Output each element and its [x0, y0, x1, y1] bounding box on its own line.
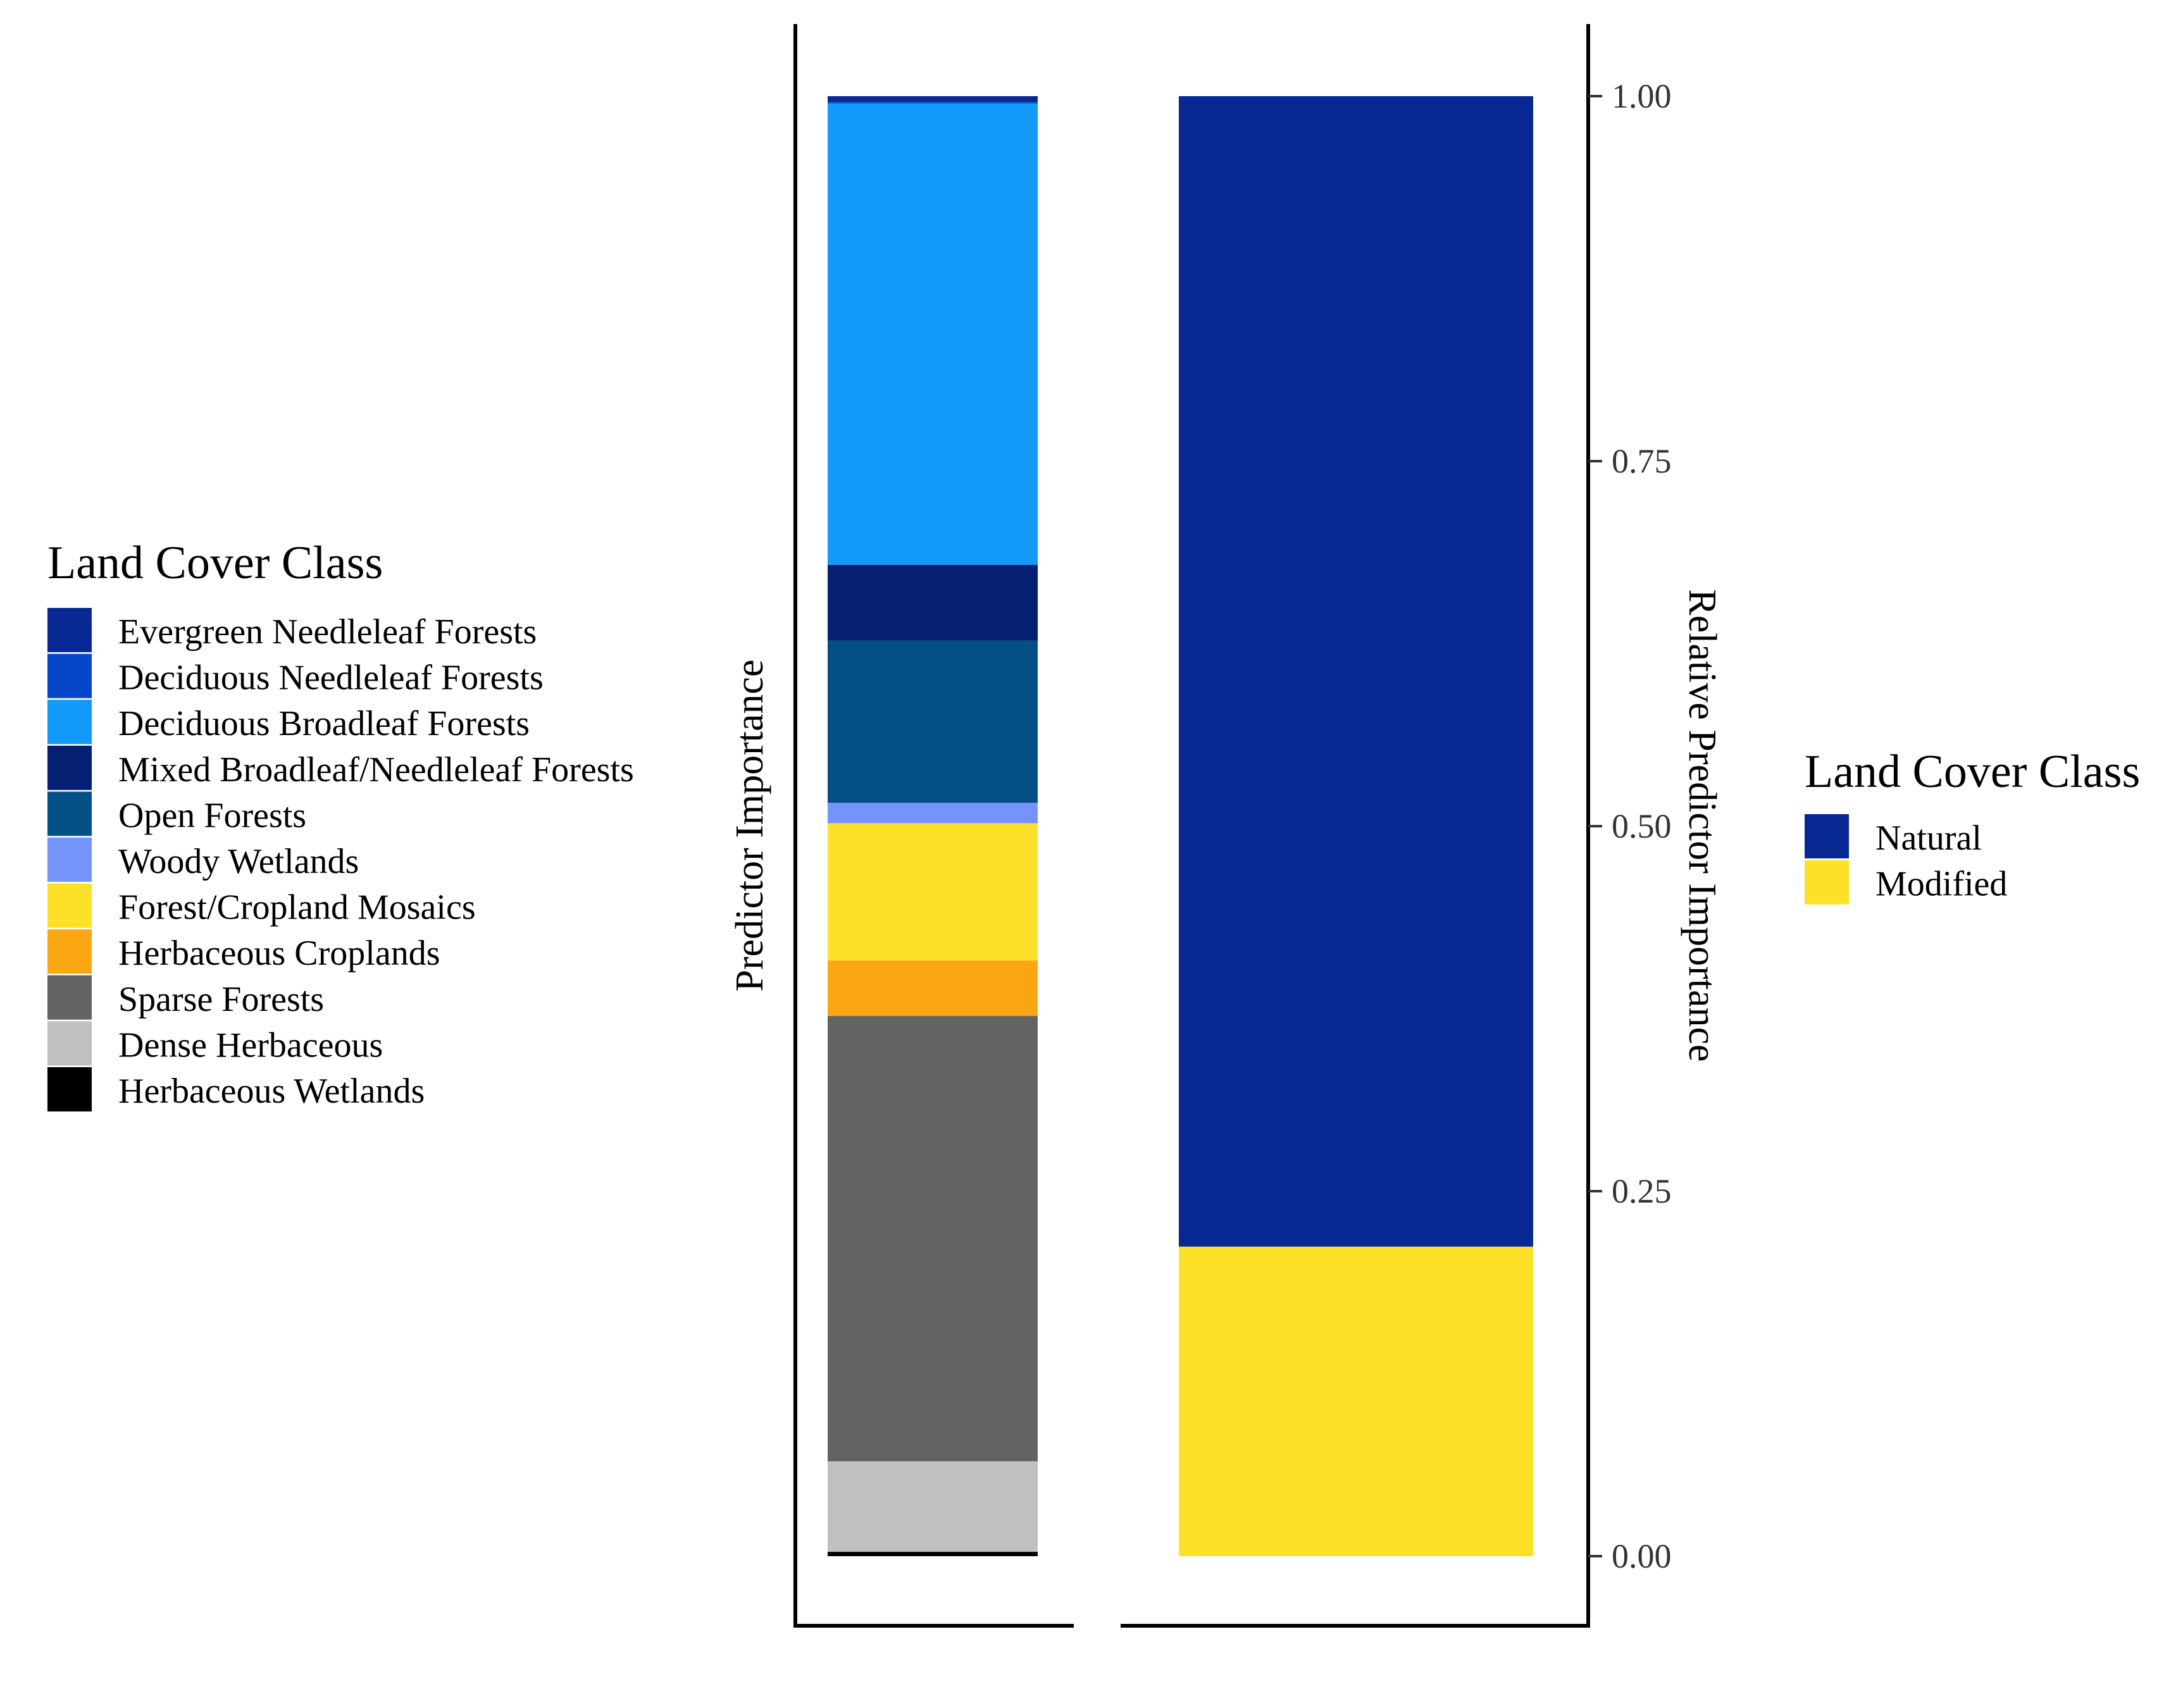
bar-segment-evergreen-needleleaf-forests: [828, 96, 1038, 102]
legend-swatch: [47, 745, 92, 790]
bar-segment-herbaceous-croplands: [828, 960, 1038, 1017]
right-axis-title: Relative Predictor Importance: [1681, 589, 1724, 1061]
legend-label: Herbaceous Wetlands: [118, 1072, 425, 1111]
natural-modified-bar: [1179, 96, 1533, 1556]
legend-label: Deciduous Broadleaf Forests: [118, 704, 530, 743]
y-tick-label: 0.00: [1612, 1537, 1672, 1575]
legend-swatch: [47, 608, 92, 652]
y-tick-label: 0.50: [1612, 807, 1672, 845]
bar-segment-forest-cropland-mosaics: [828, 823, 1038, 961]
legend-swatch: [47, 883, 92, 928]
legend-right-title: Land Cover Class: [1805, 746, 2140, 798]
y-tick-label: 0.75: [1612, 442, 1672, 480]
legend-swatch: [47, 929, 92, 974]
bar-segment-modified: [1179, 1246, 1533, 1556]
bar-segment-deciduous-needleleaf-forests: [828, 102, 1038, 104]
y-tick-label: 1.00: [1612, 77, 1672, 115]
legend-left-title: Land Cover Class: [47, 537, 383, 589]
y-axis-ticks: 0.00 0.25 0.50 0.75 1.00: [1588, 77, 1672, 1575]
legend-swatch: [1805, 860, 1849, 905]
legend-label: Modified: [1875, 865, 2007, 904]
bar-segment-herbaceous-wetlands: [828, 1552, 1038, 1556]
left-axis-title: Predictor Importance: [728, 659, 771, 991]
bar-segment-mixed-broadleaf-needleleaf-forests: [828, 564, 1038, 641]
legend-swatch: [47, 791, 92, 836]
bar-segment-dense-herbaceous: [828, 1461, 1038, 1552]
bars: [828, 96, 1533, 1556]
legend-swatch: [47, 838, 92, 882]
legend-left: Land Cover Class Evergreen Needleleaf Fo…: [47, 537, 634, 1111]
legend-label: Woody Wetlands: [118, 842, 359, 881]
bar-segment-sparse-forests: [828, 1016, 1038, 1461]
legend-swatch: [47, 1067, 92, 1111]
legend-swatch: [47, 700, 92, 745]
legend-label: Forest/Cropland Mosaics: [118, 888, 476, 927]
legend-label: Herbaceous Croplands: [118, 934, 440, 973]
bar-segment-deciduous-broadleaf-forests: [828, 103, 1038, 565]
legend-swatch: [47, 975, 92, 1020]
bar-segment-woody-wetlands: [828, 803, 1038, 824]
legend-label: Evergreen Needleleaf Forests: [118, 612, 537, 652]
legend-label: Mixed Broadleaf/Needleleaf Forests: [118, 750, 634, 789]
legend-label: Deciduous Needleleaf Forests: [118, 659, 544, 698]
land-cover-class-bar: [828, 96, 1038, 1556]
legend-label: Natural: [1875, 819, 1982, 858]
bar-segment-open-forests: [828, 640, 1038, 803]
y-tick-label: 0.25: [1612, 1172, 1672, 1210]
legend-label: Sparse Forests: [118, 980, 324, 1019]
bar-segment-natural: [1179, 96, 1533, 1247]
legend-swatch: [47, 653, 92, 698]
legend-label: Open Forests: [118, 796, 306, 835]
legend-label: Dense Herbaceous: [118, 1025, 383, 1065]
legend-swatch: [47, 1021, 92, 1066]
legend-left-items: Evergreen Needleleaf Forests Deciduous Ne…: [47, 608, 634, 1111]
legend-right: Land Cover Class Natural Modified: [1805, 746, 2140, 905]
legend-swatch: [1805, 814, 1849, 858]
legend-right-items: Natural Modified: [1805, 814, 2007, 905]
